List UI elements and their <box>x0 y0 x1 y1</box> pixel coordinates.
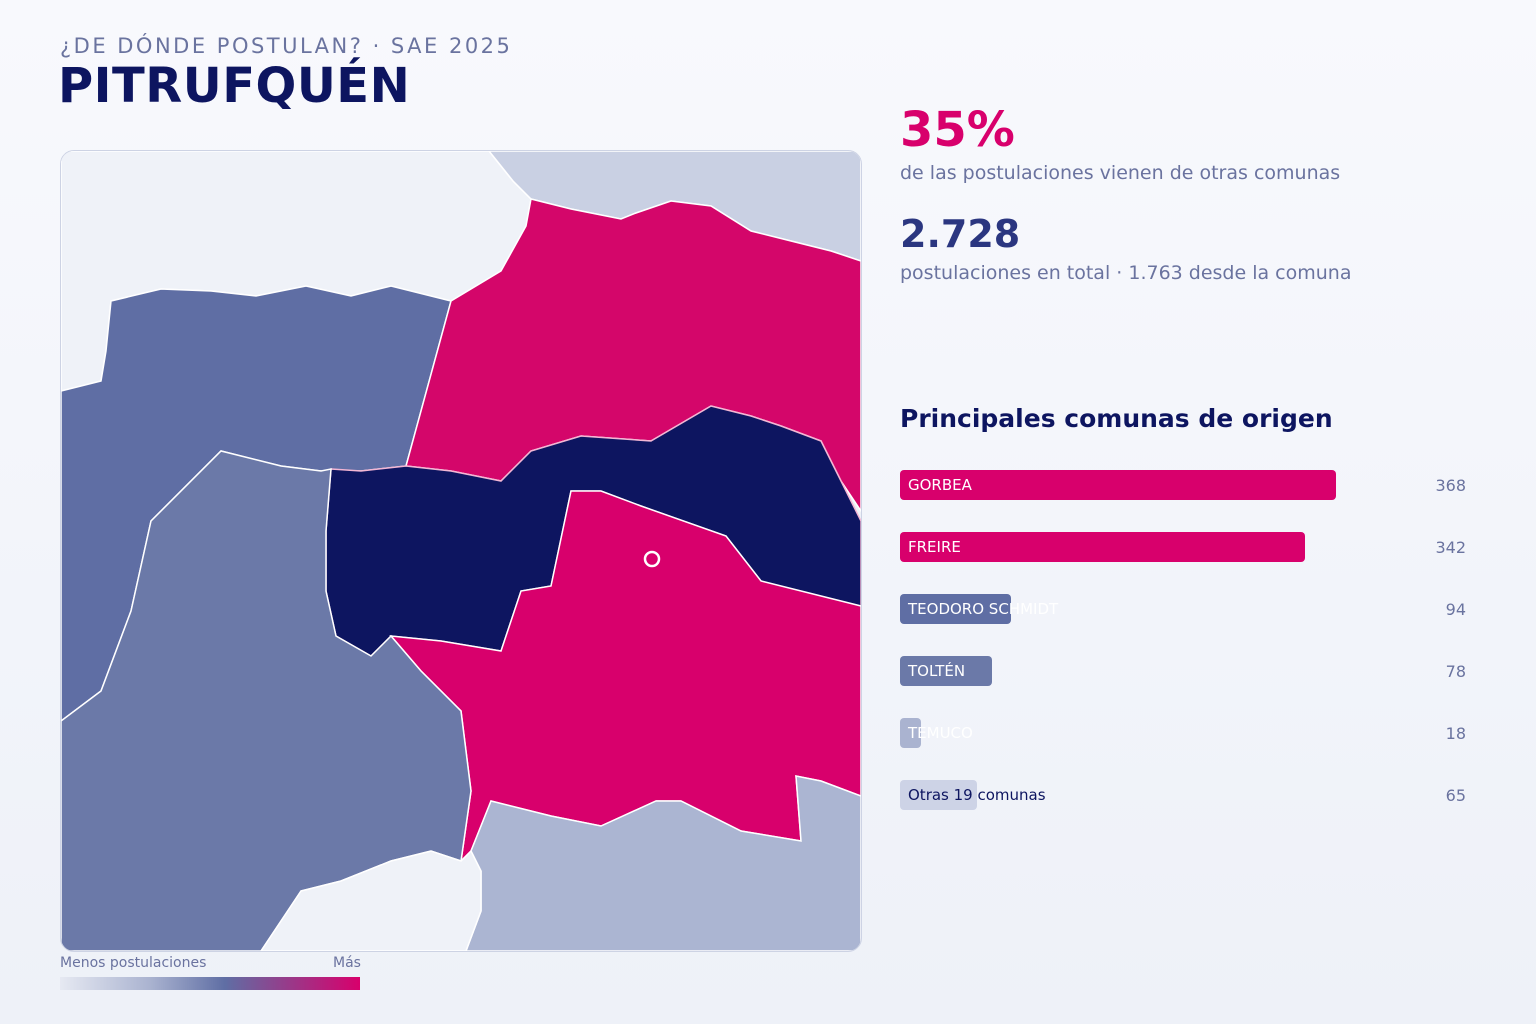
origin-bar <box>900 656 992 686</box>
origin-name: Otras 19 comunas <box>908 786 1046 804</box>
origin-name: TOLTÉN <box>908 662 966 680</box>
origin-value: 342 <box>1435 538 1466 557</box>
total-applications: 2.728 <box>900 212 1021 256</box>
origin-bar <box>900 594 1011 624</box>
origin-value: 368 <box>1435 476 1466 495</box>
external-share-label: de las postulaciones vienen de otras com… <box>900 162 1341 184</box>
origin-row[interactable]: GORBEA 368 <box>900 470 1466 500</box>
legend-high-label: Más <box>333 955 361 971</box>
external-share-percent: 35% <box>900 102 1015 158</box>
origin-row[interactable]: TEMUCO 18 <box>900 718 1466 748</box>
origin-value: 65 <box>1445 786 1466 805</box>
origin-bar <box>900 532 1305 562</box>
legend-gradient-bar <box>60 977 360 990</box>
origin-value: 78 <box>1445 662 1466 681</box>
origin-row[interactable]: Otras 19 comunas 65 <box>900 780 1466 810</box>
origin-value: 94 <box>1445 600 1466 619</box>
legend-low-label: Menos postulaciones <box>60 955 207 971</box>
origin-name: FREIRE <box>908 538 961 556</box>
origin-row[interactable]: TOLTÉN 78 <box>900 656 1466 686</box>
origin-value: 18 <box>1445 724 1466 743</box>
choropleth-map[interactable] <box>60 150 862 952</box>
origin-name: GORBEA <box>908 476 972 494</box>
page-title: PITRUFQUÉN <box>58 58 411 114</box>
origin-row[interactable]: FREIRE 342 <box>900 532 1466 562</box>
origin-bar <box>900 780 977 810</box>
eyebrow-subtitle: ¿DE DÓNDE POSTULAN? · SAE 2025 <box>60 34 513 58</box>
origin-name: TEMUCO <box>908 724 973 742</box>
origin-name: TEODORO SCHMIDT <box>908 600 1059 618</box>
origin-row[interactable]: TEODORO SCHMIDT 94 <box>900 594 1466 624</box>
origins-section-title: Principales comunas de origen <box>900 404 1333 433</box>
origin-bar <box>900 470 1336 500</box>
total-applications-label: postulaciones en total · 1.763 desde la … <box>900 262 1352 284</box>
commune-center-marker[interactable] <box>643 550 661 568</box>
region-south-empty[interactable] <box>260 849 482 951</box>
origin-bar <box>900 718 921 748</box>
map-svg <box>61 151 861 951</box>
